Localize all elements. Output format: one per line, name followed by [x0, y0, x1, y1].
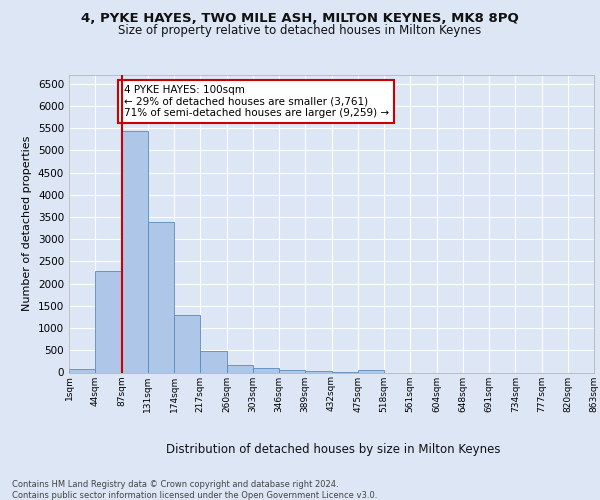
- Text: Size of property relative to detached houses in Milton Keynes: Size of property relative to detached ho…: [118, 24, 482, 37]
- Bar: [174, 315, 200, 372]
- Bar: [200, 351, 227, 372]
- Bar: [69, 370, 95, 372]
- Bar: [95, 272, 121, 372]
- Text: 4, PYKE HAYES, TWO MILE ASH, MILTON KEYNES, MK8 8PQ: 4, PYKE HAYES, TWO MILE ASH, MILTON KEYN…: [81, 12, 519, 26]
- Bar: [148, 222, 174, 372]
- Bar: [253, 368, 279, 372]
- Text: Distribution of detached houses by size in Milton Keynes: Distribution of detached houses by size …: [166, 442, 500, 456]
- Bar: [227, 364, 253, 372]
- Y-axis label: Number of detached properties: Number of detached properties: [22, 136, 32, 312]
- Bar: [121, 130, 148, 372]
- Bar: [358, 370, 384, 372]
- Text: Contains HM Land Registry data © Crown copyright and database right 2024.
Contai: Contains HM Land Registry data © Crown c…: [12, 480, 377, 500]
- Bar: [305, 371, 331, 372]
- Bar: [279, 370, 305, 372]
- Text: 4 PYKE HAYES: 100sqm
← 29% of detached houses are smaller (3,761)
71% of semi-de: 4 PYKE HAYES: 100sqm ← 29% of detached h…: [124, 85, 389, 118]
